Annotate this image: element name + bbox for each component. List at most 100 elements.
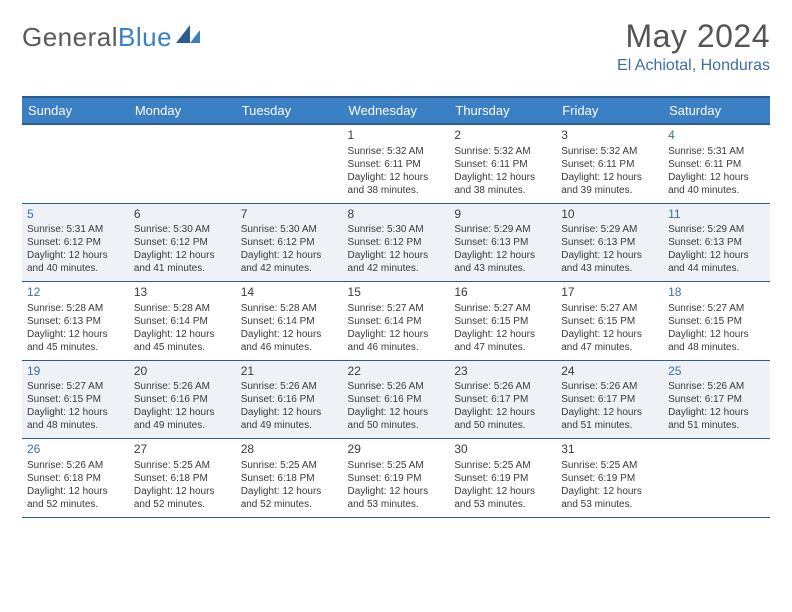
day-number: 3 <box>561 128 658 145</box>
sunrise-line: Sunrise: 5:27 AM <box>454 302 551 315</box>
daylight-line: Daylight: 12 hours and 52 minutes. <box>27 485 124 511</box>
day-number: 6 <box>134 207 231 224</box>
day-number: 13 <box>134 285 231 302</box>
sunset-line: Sunset: 6:18 PM <box>241 472 338 485</box>
day-number: 18 <box>668 285 765 302</box>
calendar-cell: 20Sunrise: 5:26 AMSunset: 6:16 PMDayligh… <box>129 360 236 439</box>
calendar-cell: 9Sunrise: 5:29 AMSunset: 6:13 PMDaylight… <box>449 203 556 282</box>
sunrise-line: Sunrise: 5:31 AM <box>27 223 124 236</box>
daylight-line: Daylight: 12 hours and 48 minutes. <box>27 406 124 432</box>
sunset-line: Sunset: 6:13 PM <box>27 315 124 328</box>
sunrise-line: Sunrise: 5:26 AM <box>134 380 231 393</box>
day-number: 22 <box>348 364 445 381</box>
sunset-line: Sunset: 6:11 PM <box>561 158 658 171</box>
daylight-line: Daylight: 12 hours and 52 minutes. <box>134 485 231 511</box>
daylight-line: Daylight: 12 hours and 51 minutes. <box>561 406 658 432</box>
daylight-line: Daylight: 12 hours and 46 minutes. <box>348 328 445 354</box>
sunrise-line: Sunrise: 5:25 AM <box>454 459 551 472</box>
day-number: 1 <box>348 128 445 145</box>
sunrise-line: Sunrise: 5:30 AM <box>134 223 231 236</box>
calendar-cell <box>22 124 129 203</box>
sunrise-line: Sunrise: 5:31 AM <box>668 145 765 158</box>
sunset-line: Sunset: 6:19 PM <box>561 472 658 485</box>
daylight-line: Daylight: 12 hours and 53 minutes. <box>348 485 445 511</box>
day-number: 21 <box>241 364 338 381</box>
daylight-line: Daylight: 12 hours and 42 minutes. <box>348 249 445 275</box>
daylight-line: Daylight: 12 hours and 51 minutes. <box>668 406 765 432</box>
daylight-line: Daylight: 12 hours and 47 minutes. <box>561 328 658 354</box>
sunset-line: Sunset: 6:15 PM <box>561 315 658 328</box>
calendar-cell: 28Sunrise: 5:25 AMSunset: 6:18 PMDayligh… <box>236 439 343 518</box>
calendar-cell: 6Sunrise: 5:30 AMSunset: 6:12 PMDaylight… <box>129 203 236 282</box>
sunrise-line: Sunrise: 5:26 AM <box>454 380 551 393</box>
sunset-line: Sunset: 6:19 PM <box>454 472 551 485</box>
calendar-cell: 25Sunrise: 5:26 AMSunset: 6:17 PMDayligh… <box>663 360 770 439</box>
sunset-line: Sunset: 6:18 PM <box>27 472 124 485</box>
calendar-week: 12Sunrise: 5:28 AMSunset: 6:13 PMDayligh… <box>22 282 770 361</box>
sunset-line: Sunset: 6:16 PM <box>241 393 338 406</box>
sunset-line: Sunset: 6:15 PM <box>27 393 124 406</box>
sunrise-line: Sunrise: 5:25 AM <box>134 459 231 472</box>
calendar-body: 1Sunrise: 5:32 AMSunset: 6:11 PMDaylight… <box>22 124 770 517</box>
day-number: 29 <box>348 442 445 459</box>
sunrise-line: Sunrise: 5:26 AM <box>348 380 445 393</box>
day-number: 10 <box>561 207 658 224</box>
sunrise-line: Sunrise: 5:28 AM <box>27 302 124 315</box>
daylight-line: Daylight: 12 hours and 46 minutes. <box>241 328 338 354</box>
sunset-line: Sunset: 6:16 PM <box>348 393 445 406</box>
sunset-line: Sunset: 6:13 PM <box>668 236 765 249</box>
sunset-line: Sunset: 6:12 PM <box>241 236 338 249</box>
day-header: Tuesday <box>236 97 343 124</box>
calendar-cell: 11Sunrise: 5:29 AMSunset: 6:13 PMDayligh… <box>663 203 770 282</box>
day-number: 9 <box>454 207 551 224</box>
logo: GeneralBlue <box>22 22 204 53</box>
sunrise-line: Sunrise: 5:26 AM <box>668 380 765 393</box>
calendar-cell <box>663 439 770 518</box>
day-number: 7 <box>241 207 338 224</box>
day-number: 14 <box>241 285 338 302</box>
daylight-line: Daylight: 12 hours and 53 minutes. <box>454 485 551 511</box>
day-number: 16 <box>454 285 551 302</box>
calendar-cell: 2Sunrise: 5:32 AMSunset: 6:11 PMDaylight… <box>449 124 556 203</box>
sunset-line: Sunset: 6:11 PM <box>668 158 765 171</box>
sunrise-line: Sunrise: 5:26 AM <box>241 380 338 393</box>
calendar-week: 1Sunrise: 5:32 AMSunset: 6:11 PMDaylight… <box>22 124 770 203</box>
sunrise-line: Sunrise: 5:29 AM <box>561 223 658 236</box>
day-number: 4 <box>668 128 765 145</box>
calendar-cell <box>129 124 236 203</box>
daylight-line: Daylight: 12 hours and 38 minutes. <box>454 171 551 197</box>
calendar-cell: 15Sunrise: 5:27 AMSunset: 6:14 PMDayligh… <box>343 282 450 361</box>
calendar-cell: 27Sunrise: 5:25 AMSunset: 6:18 PMDayligh… <box>129 439 236 518</box>
logo-word-blue: Blue <box>118 22 172 52</box>
day-number: 5 <box>27 207 124 224</box>
daylight-line: Daylight: 12 hours and 52 minutes. <box>241 485 338 511</box>
calendar-cell: 29Sunrise: 5:25 AMSunset: 6:19 PMDayligh… <box>343 439 450 518</box>
sunset-line: Sunset: 6:19 PM <box>348 472 445 485</box>
sunrise-line: Sunrise: 5:32 AM <box>561 145 658 158</box>
day-header: Sunday <box>22 97 129 124</box>
sunrise-line: Sunrise: 5:27 AM <box>348 302 445 315</box>
day-number: 8 <box>348 207 445 224</box>
calendar-cell: 7Sunrise: 5:30 AMSunset: 6:12 PMDaylight… <box>236 203 343 282</box>
day-number: 31 <box>561 442 658 459</box>
sunrise-line: Sunrise: 5:29 AM <box>668 223 765 236</box>
daylight-line: Daylight: 12 hours and 40 minutes. <box>668 171 765 197</box>
calendar-cell: 14Sunrise: 5:28 AMSunset: 6:14 PMDayligh… <box>236 282 343 361</box>
sunrise-line: Sunrise: 5:25 AM <box>561 459 658 472</box>
sunrise-line: Sunrise: 5:25 AM <box>241 459 338 472</box>
daylight-line: Daylight: 12 hours and 38 minutes. <box>348 171 445 197</box>
calendar-week: 5Sunrise: 5:31 AMSunset: 6:12 PMDaylight… <box>22 203 770 282</box>
day-number: 2 <box>454 128 551 145</box>
daylight-line: Daylight: 12 hours and 49 minutes. <box>241 406 338 432</box>
calendar-header: SundayMondayTuesdayWednesdayThursdayFrid… <box>22 97 770 124</box>
day-number: 17 <box>561 285 658 302</box>
sunrise-line: Sunrise: 5:25 AM <box>348 459 445 472</box>
daylight-line: Daylight: 12 hours and 40 minutes. <box>27 249 124 275</box>
day-number: 11 <box>668 207 765 224</box>
sunrise-line: Sunrise: 5:26 AM <box>27 459 124 472</box>
sunset-line: Sunset: 6:12 PM <box>27 236 124 249</box>
calendar-cell: 17Sunrise: 5:27 AMSunset: 6:15 PMDayligh… <box>556 282 663 361</box>
sunset-line: Sunset: 6:16 PM <box>134 393 231 406</box>
daylight-line: Daylight: 12 hours and 50 minutes. <box>454 406 551 432</box>
sunrise-line: Sunrise: 5:28 AM <box>134 302 231 315</box>
